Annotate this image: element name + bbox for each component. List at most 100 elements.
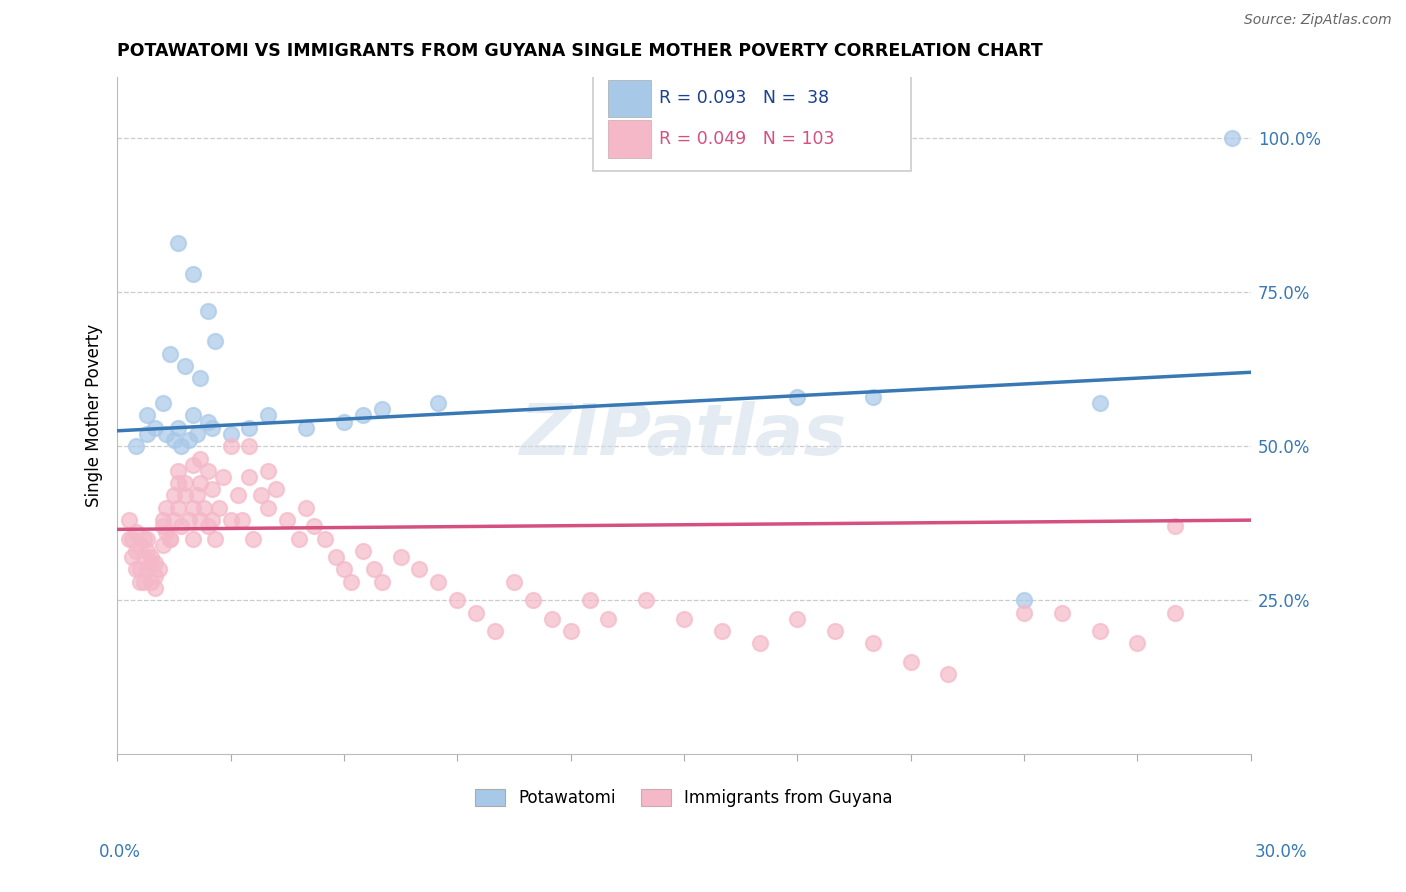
Text: POTAWATOMI VS IMMIGRANTS FROM GUYANA SINGLE MOTHER POVERTY CORRELATION CHART: POTAWATOMI VS IMMIGRANTS FROM GUYANA SIN… — [117, 42, 1043, 60]
Point — [276, 513, 298, 527]
Point — [786, 390, 808, 404]
Point — [163, 513, 186, 527]
Point — [181, 500, 204, 515]
Point — [219, 439, 242, 453]
Point — [427, 574, 450, 589]
Point — [408, 562, 430, 576]
Point — [231, 513, 253, 527]
Y-axis label: Single Mother Poverty: Single Mother Poverty — [86, 324, 103, 507]
Point — [1050, 606, 1073, 620]
Point — [314, 532, 336, 546]
Point — [166, 500, 188, 515]
Point — [938, 667, 960, 681]
Point — [148, 562, 170, 576]
Point — [363, 562, 385, 576]
Point — [128, 562, 150, 576]
Point — [427, 396, 450, 410]
Point — [302, 519, 325, 533]
Point — [197, 519, 219, 533]
Legend: Potawatomi, Immigrants from Guyana: Potawatomi, Immigrants from Guyana — [468, 782, 900, 814]
Point — [325, 550, 347, 565]
Point — [249, 488, 271, 502]
Point — [242, 532, 264, 546]
Point — [125, 439, 148, 453]
Point — [598, 612, 620, 626]
Point — [201, 483, 224, 497]
Point — [1012, 606, 1035, 620]
Point — [204, 532, 226, 546]
Point — [560, 624, 582, 638]
Point — [166, 464, 188, 478]
Point — [152, 513, 174, 527]
Point — [188, 476, 211, 491]
Point — [264, 483, 287, 497]
Point — [208, 500, 231, 515]
Point — [152, 519, 174, 533]
Point — [155, 525, 177, 540]
Point — [370, 402, 392, 417]
Point — [710, 624, 733, 638]
Point — [201, 513, 224, 527]
Point — [166, 421, 188, 435]
Point — [333, 562, 356, 576]
Point — [181, 409, 204, 423]
Point — [219, 513, 242, 527]
Point — [143, 556, 166, 570]
Point — [197, 464, 219, 478]
Point — [188, 451, 211, 466]
Point — [170, 519, 193, 533]
Point — [197, 303, 219, 318]
Point — [862, 636, 884, 650]
Point — [446, 593, 468, 607]
Point — [155, 500, 177, 515]
Point — [132, 532, 155, 546]
Point — [143, 568, 166, 582]
Point — [152, 396, 174, 410]
Point — [181, 532, 204, 546]
Point — [503, 574, 526, 589]
Point — [257, 409, 280, 423]
Point — [166, 476, 188, 491]
Point — [370, 574, 392, 589]
Point — [484, 624, 506, 638]
Point — [900, 655, 922, 669]
Point — [188, 371, 211, 385]
Point — [117, 532, 139, 546]
Text: R = 0.049   N = 103: R = 0.049 N = 103 — [659, 130, 835, 148]
Text: ZIPatlas: ZIPatlas — [520, 401, 848, 470]
Point — [177, 433, 200, 447]
FancyBboxPatch shape — [607, 79, 651, 117]
Point — [1164, 606, 1187, 620]
Point — [333, 415, 356, 429]
Point — [117, 513, 139, 527]
Point — [143, 421, 166, 435]
Point — [389, 550, 412, 565]
Point — [181, 458, 204, 472]
Point — [672, 131, 695, 145]
Point — [174, 488, 197, 502]
Point — [730, 131, 752, 145]
Point — [219, 426, 242, 441]
Point — [132, 550, 155, 565]
Point — [352, 409, 374, 423]
Point — [1012, 593, 1035, 607]
Point — [226, 488, 249, 502]
Point — [1126, 636, 1149, 650]
Point — [125, 525, 148, 540]
Point — [1088, 396, 1111, 410]
Point — [143, 581, 166, 595]
Point — [136, 532, 159, 546]
Point — [238, 470, 260, 484]
Point — [212, 470, 235, 484]
Point — [748, 636, 770, 650]
Point — [159, 347, 181, 361]
Point — [1088, 624, 1111, 638]
Point — [786, 612, 808, 626]
Point — [1164, 519, 1187, 533]
Point — [340, 574, 363, 589]
Point — [141, 550, 163, 565]
Point — [636, 593, 658, 607]
Point — [824, 624, 846, 638]
Point — [692, 131, 714, 145]
Point — [522, 593, 544, 607]
